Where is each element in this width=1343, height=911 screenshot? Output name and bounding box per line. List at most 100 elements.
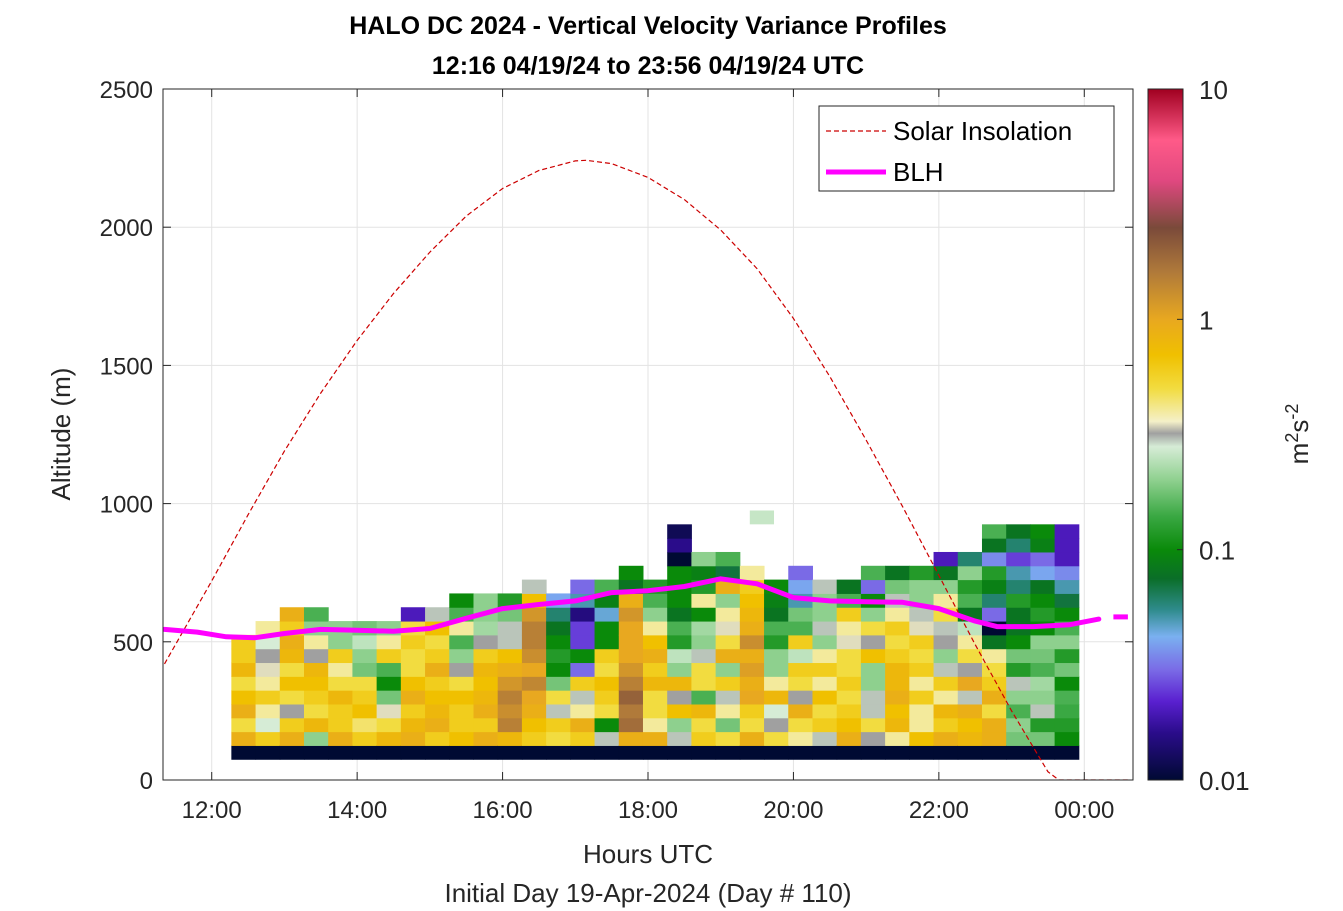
heatmap-cell [812, 676, 838, 691]
heatmap-cell [909, 703, 935, 719]
heatmap-cell [618, 593, 644, 608]
chart-subtitle: 12:16 04/19/24 to 23:56 04/19/24 UTC [432, 52, 864, 80]
colorbar-ticks: 10 1 0.1 0.01 [1177, 75, 1250, 796]
colorbar-tick-label: 0.01 [1199, 766, 1250, 796]
heatmap-cell [691, 607, 717, 622]
heatmap-cell [618, 648, 644, 664]
heatmap-cell [231, 745, 257, 760]
heatmap-cell [425, 662, 450, 677]
heatmap-cell [642, 690, 668, 705]
heatmap-cell [497, 676, 523, 691]
heatmap-cell [449, 717, 474, 733]
heatmap-cell [1030, 538, 1056, 553]
heatmap-cell [279, 662, 305, 677]
heatmap-cell [594, 607, 620, 622]
heatmap-cell [860, 731, 886, 746]
heatmap-cell [642, 676, 668, 691]
heatmap-cell [691, 662, 717, 677]
heatmap-cell [909, 634, 935, 650]
heatmap-cell [933, 690, 959, 705]
heatmap-cell [449, 676, 474, 691]
blh-line [163, 576, 1102, 641]
heatmap-cell [885, 717, 910, 733]
heatmap-cell [352, 676, 378, 691]
heatmap-cell [667, 690, 692, 705]
y-tick-label: 2500 [100, 77, 153, 104]
heatmap-cell [1006, 717, 1031, 733]
heatmap-cell [473, 621, 499, 636]
heatmap-cell [231, 703, 257, 719]
heatmap-cell [957, 551, 983, 567]
heatmap-cell [449, 690, 474, 705]
heatmap-cell [400, 731, 426, 746]
heatmap-cell [981, 676, 1007, 691]
heatmap-cell [691, 634, 717, 650]
heatmap-cell [667, 565, 692, 581]
heatmap-cell [497, 634, 523, 650]
heatmap-cell [255, 717, 281, 733]
heatmap-cell [303, 607, 329, 622]
heatmap-cell [473, 690, 499, 705]
heatmap-cell [739, 690, 765, 705]
heatmap-cell [933, 648, 959, 664]
heatmap-cell [570, 579, 596, 594]
heatmap-cell [303, 634, 329, 650]
heatmap-cell [715, 648, 741, 664]
heatmap-cell [328, 662, 353, 677]
heatmap-cell [957, 690, 983, 705]
heatmap-cell [1006, 690, 1031, 705]
heatmap-cell [691, 648, 717, 664]
heatmap-cell [303, 648, 329, 664]
heatmap-cell [231, 662, 257, 677]
heatmap-cell [981, 745, 1007, 760]
heatmap-cell [449, 662, 474, 677]
heatmap-cell [957, 717, 983, 733]
heatmap-cell [352, 745, 378, 760]
heatmap-cell [570, 745, 596, 760]
heatmap-cell [231, 717, 257, 733]
heatmap-cell [376, 676, 402, 691]
heatmap-cell [521, 607, 547, 622]
heatmap-cell [303, 703, 329, 719]
heatmap-cell [618, 676, 644, 691]
heatmap-cell [739, 676, 765, 691]
heatmap-cell [376, 690, 402, 705]
heatmap-cell [1030, 593, 1056, 608]
heatmap-cell [788, 565, 813, 581]
heatmap-cell [473, 745, 499, 760]
heatmap-cell [764, 662, 789, 677]
heatmap-cell [764, 690, 789, 705]
heatmap-cell [812, 690, 838, 705]
heatmap-cell [449, 731, 474, 746]
heatmap-cell [885, 565, 910, 581]
heatmap-cell [449, 648, 474, 664]
heatmap-cell [1006, 745, 1031, 760]
heatmap-cell [279, 731, 305, 746]
heatmap-cell [425, 731, 450, 746]
heatmap-cell [255, 676, 281, 691]
heatmap-cell [328, 676, 353, 691]
heatmap-cell [425, 676, 450, 691]
heatmap-cell [764, 745, 789, 760]
heatmap-cell [715, 621, 741, 636]
heatmap-cell [303, 717, 329, 733]
heatmap-cell [788, 662, 813, 677]
heatmap-cell [594, 634, 620, 650]
heatmap-cell [739, 662, 765, 677]
heatmap-cell [860, 607, 886, 622]
heatmap-cell [788, 717, 813, 733]
heatmap-cell [473, 731, 499, 746]
heatmap-cell [303, 690, 329, 705]
heatmap-cell [1054, 593, 1080, 608]
heatmap-cell [473, 703, 499, 719]
heatmap-cell [981, 731, 1007, 746]
heatmap-cell [231, 676, 257, 691]
heatmap-cell [1054, 676, 1080, 691]
heatmap-cell [933, 565, 959, 581]
heatmap-cell [618, 745, 644, 760]
heatmap-cell [400, 703, 426, 719]
heatmap-cell [497, 703, 523, 719]
heatmap-cell [521, 579, 547, 594]
legend-box [818, 105, 1115, 192]
heatmap-cell [1054, 731, 1080, 746]
